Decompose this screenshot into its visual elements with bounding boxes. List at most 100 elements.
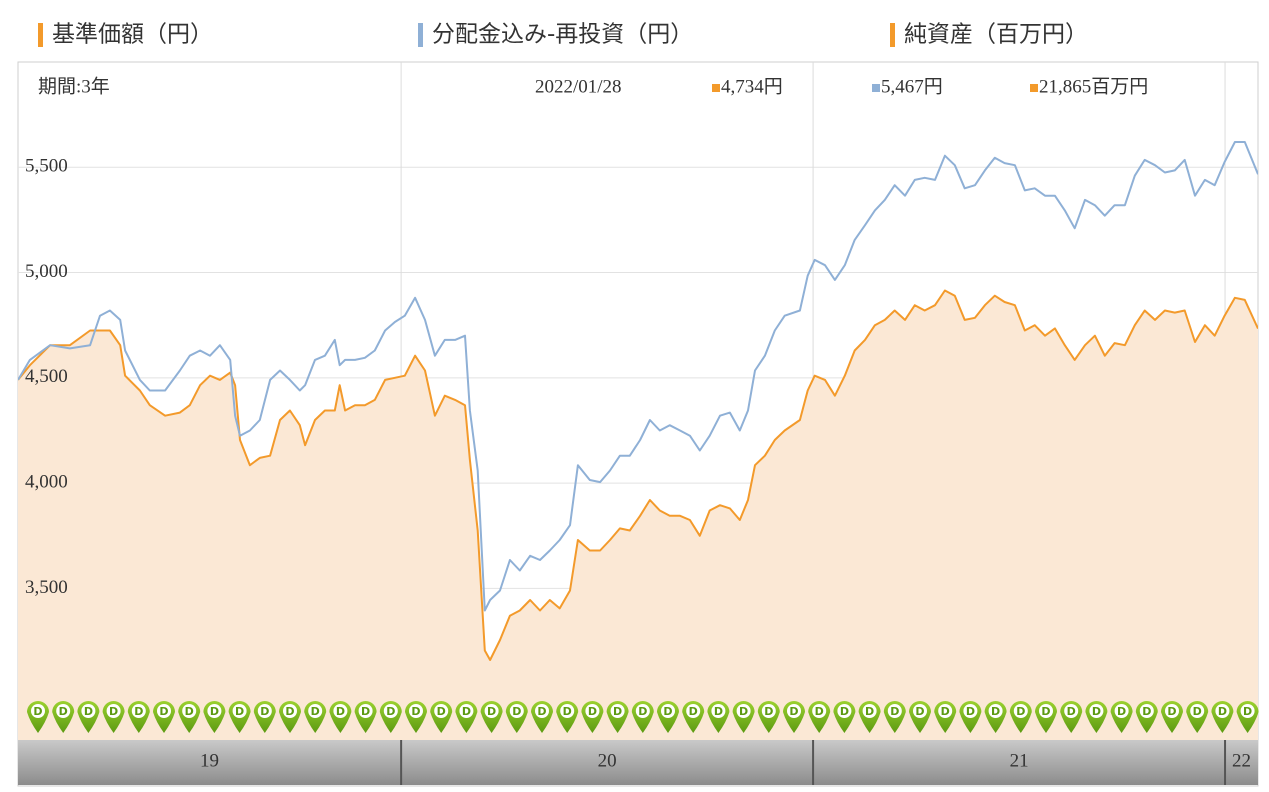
marker-dot bbox=[484, 704, 499, 718]
distribution-marker: D bbox=[455, 701, 478, 733]
marker-text: D bbox=[890, 705, 899, 718]
distribution-marker: D bbox=[883, 701, 906, 733]
distribution-marker: D bbox=[757, 701, 780, 733]
legend-label: 基準価額（円） bbox=[52, 22, 213, 48]
distribution-marker: D bbox=[1211, 701, 1234, 733]
marker-dot bbox=[31, 704, 45, 718]
marker-dot bbox=[257, 704, 272, 718]
marker-dot bbox=[1165, 704, 1179, 718]
readout-swatch bbox=[872, 84, 880, 92]
marker-dot bbox=[761, 704, 776, 718]
x-tick-label: 22 bbox=[1232, 750, 1251, 771]
marker-text: D bbox=[437, 705, 446, 718]
date-label: 2022/01/28 bbox=[535, 76, 622, 97]
marker-dot bbox=[283, 704, 297, 718]
marker-text: D bbox=[159, 705, 168, 718]
marker-dot bbox=[459, 704, 474, 718]
readout-value: 5,467円 bbox=[881, 76, 943, 97]
marker-text: D bbox=[84, 705, 93, 718]
marker-dot bbox=[157, 704, 171, 718]
marker-dot bbox=[1215, 704, 1230, 718]
marker-dot bbox=[358, 704, 373, 718]
distribution-marker: D bbox=[657, 701, 679, 733]
marker-text: D bbox=[915, 705, 924, 718]
marker-text: D bbox=[966, 705, 975, 718]
distribution-marker: D bbox=[405, 701, 427, 733]
legend-bar bbox=[890, 23, 895, 47]
marker-text: D bbox=[1117, 705, 1126, 718]
marker-dot bbox=[635, 704, 650, 718]
distribution-marker: D bbox=[682, 701, 705, 733]
marker-text: D bbox=[663, 705, 672, 718]
marker-text: D bbox=[789, 705, 798, 718]
distribution-marker: D bbox=[833, 701, 856, 733]
marker-dot bbox=[787, 704, 801, 718]
marker-text: D bbox=[235, 705, 244, 718]
marker-dot bbox=[736, 704, 751, 718]
marker-text: D bbox=[588, 705, 597, 718]
marker-dot bbox=[509, 704, 524, 718]
marker-text: D bbox=[462, 705, 471, 718]
distribution-marker: D bbox=[102, 701, 125, 733]
marker-dot bbox=[711, 704, 726, 718]
marker-text: D bbox=[1067, 705, 1076, 718]
marker-text: D bbox=[361, 705, 370, 718]
distribution-marker: D bbox=[127, 701, 150, 733]
legend-label: 純資産（百万円） bbox=[904, 22, 1088, 48]
y-tick-label: 4,000 bbox=[25, 471, 68, 492]
marker-dot bbox=[308, 704, 323, 718]
distribution-marker: D bbox=[858, 701, 881, 733]
distribution-marker: D bbox=[1135, 701, 1158, 733]
distribution-marker: D bbox=[304, 701, 327, 733]
marker-dot bbox=[535, 704, 549, 718]
distribution-marker: D bbox=[783, 701, 805, 733]
marker-text: D bbox=[33, 705, 42, 718]
marker-dot bbox=[862, 704, 877, 718]
marker-text: D bbox=[1016, 705, 1025, 718]
distribution-marker: D bbox=[1110, 701, 1133, 733]
marker-text: D bbox=[1092, 705, 1101, 718]
distribution-marker: D bbox=[153, 701, 175, 733]
readout-swatch bbox=[712, 84, 720, 92]
marker-dot bbox=[1240, 704, 1255, 718]
distribution-marker: D bbox=[27, 701, 49, 733]
distribution-marker: D bbox=[808, 701, 831, 733]
distribution-marker: D bbox=[581, 701, 604, 733]
marker-text: D bbox=[210, 705, 219, 718]
marker-dot bbox=[1089, 704, 1104, 718]
distribution-marker: D bbox=[1060, 701, 1083, 733]
marker-text: D bbox=[865, 705, 874, 718]
distribution-marker: D bbox=[732, 701, 755, 733]
marker-dot bbox=[81, 704, 96, 718]
distribution-marker: D bbox=[430, 701, 453, 733]
line bbox=[18, 141, 1258, 612]
marker-text: D bbox=[689, 705, 698, 718]
period-label: 期間:3年 bbox=[38, 75, 110, 97]
marker-text: D bbox=[941, 705, 950, 718]
marker-dot bbox=[938, 704, 953, 718]
marker-text: D bbox=[714, 705, 723, 718]
marker-dot bbox=[1190, 704, 1205, 718]
marker-dot bbox=[686, 704, 701, 718]
distribution-marker: D bbox=[253, 700, 276, 733]
distribution-marker: D bbox=[959, 701, 982, 733]
marker-text: D bbox=[1243, 705, 1252, 718]
marker-text: D bbox=[764, 705, 773, 718]
distribution-marker: D bbox=[606, 701, 629, 733]
marker-dot bbox=[812, 704, 827, 718]
distribution-marker: D bbox=[1161, 701, 1183, 733]
marker-text: D bbox=[563, 705, 572, 718]
readout-swatch bbox=[1030, 84, 1038, 92]
distribution-marker: D bbox=[329, 701, 352, 733]
distribution-marker: D bbox=[556, 701, 579, 733]
marker-text: D bbox=[512, 705, 521, 718]
distribution-marker: D bbox=[228, 701, 251, 733]
marker-text: D bbox=[487, 705, 496, 718]
marker-text: D bbox=[1167, 705, 1176, 718]
marker-dot bbox=[560, 704, 575, 718]
distribution-marker: D bbox=[178, 701, 201, 733]
marker-text: D bbox=[991, 705, 1000, 718]
marker-dot bbox=[333, 704, 348, 718]
marker-text: D bbox=[386, 705, 395, 718]
